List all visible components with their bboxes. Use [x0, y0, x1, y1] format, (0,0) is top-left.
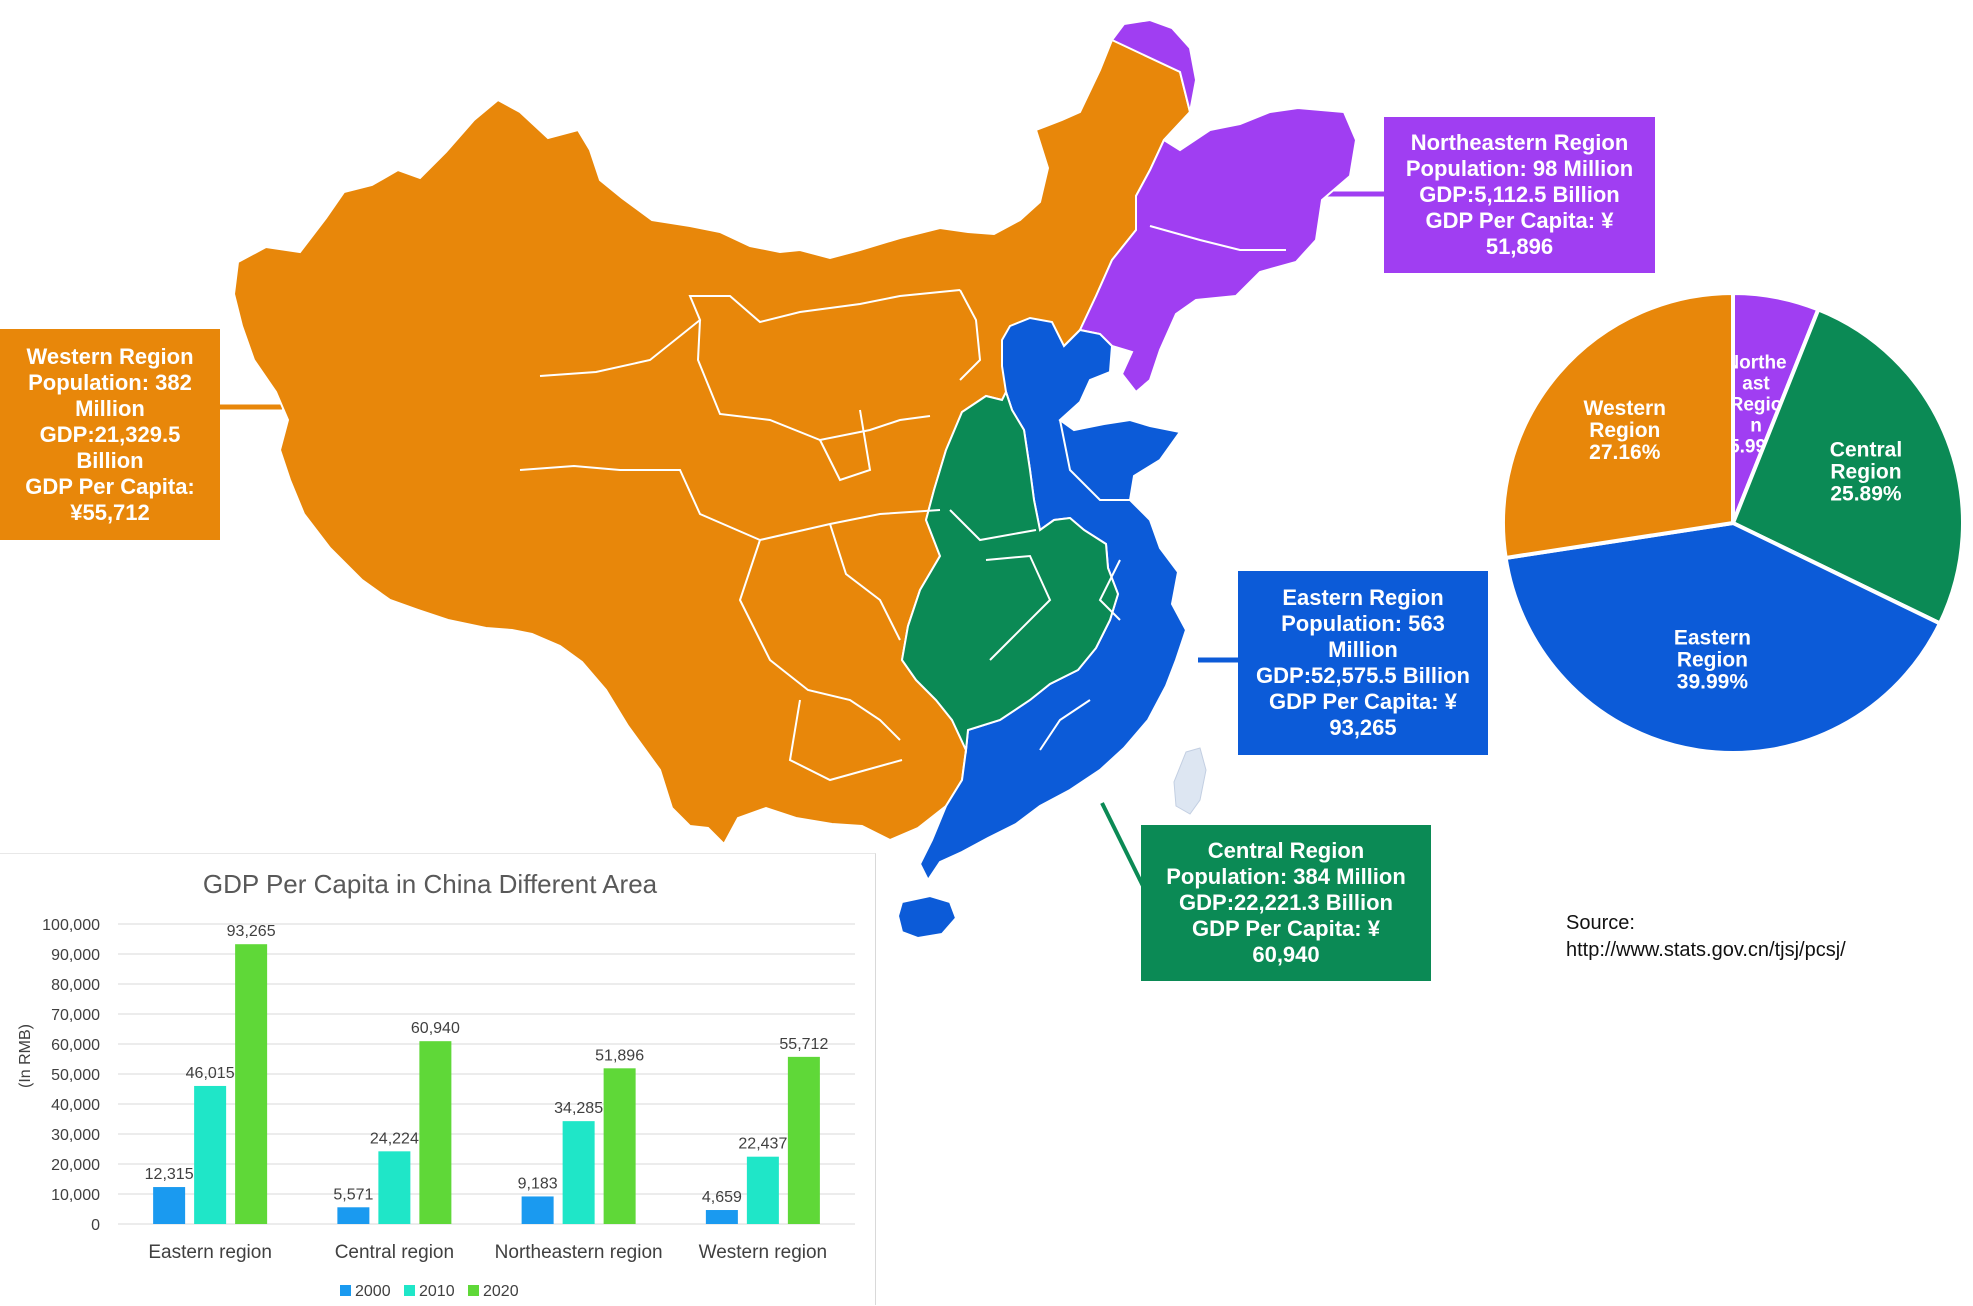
- bar-data-label: 24,224: [370, 1130, 419, 1147]
- y-tick-label: 10,000: [51, 1187, 100, 1204]
- bar-2010-northeastern-region: [562, 1121, 595, 1224]
- central-region-shape: [900, 389, 1120, 754]
- x-category-label: Northeastern region: [495, 1242, 663, 1263]
- gdp-per-capita-bar-chart-panel: GDP Per Capita in China Different Area (…: [0, 853, 876, 1305]
- pie-slice-central-region: [1730, 306, 1965, 627]
- y-tick-label: 0: [91, 1217, 100, 1234]
- western-title: Western Region: [26, 343, 194, 369]
- y-tick-label: 30,000: [51, 1127, 100, 1144]
- legend-label-2010: 2010: [419, 1283, 455, 1300]
- bar-data-label: 93,265: [227, 923, 276, 940]
- bar-data-label: 51,896: [595, 1047, 644, 1064]
- bar-2000-central-region: [337, 1207, 370, 1224]
- western-gdp-unit: Billion: [76, 447, 144, 473]
- source-url: http://www.stats.gov.cn/tjsj/pcsj/: [1566, 939, 1846, 961]
- western-gdp: GDP:21,329.5: [39, 421, 181, 447]
- eastern-title: Eastern Region: [1282, 585, 1444, 610]
- bar-2020-northeastern-region: [603, 1068, 636, 1224]
- x-category-label: Western region: [699, 1242, 828, 1263]
- central-gdp: GDP:22,221.3 Billion: [1179, 890, 1393, 915]
- bar-data-label: 4,659: [702, 1189, 742, 1206]
- central-connector-line: [1100, 802, 1147, 891]
- bar-2000-northeastern-region: [521, 1196, 554, 1224]
- western-population-unit: Million: [75, 395, 145, 421]
- northeast-title: Northeastern Region: [1410, 130, 1629, 155]
- northeast-region-info-box: Northeastern Region Population: 98 Milli…: [1384, 117, 1655, 273]
- legend-label-2020: 2020: [483, 1283, 519, 1300]
- bar-data-label: 12,315: [145, 1166, 194, 1183]
- bar-data-label: 60,940: [411, 1020, 460, 1037]
- pie-label-western-region: Western Region 27.16%: [1584, 397, 1666, 464]
- central-region-info-box: Central Region Population: 384 Million G…: [1141, 825, 1431, 981]
- x-category-label: Central region: [335, 1242, 454, 1263]
- eastern-gdp-per-capita-label: GDP Per Capita: ¥: [1269, 689, 1457, 714]
- y-tick-label: 50,000: [51, 1067, 100, 1084]
- central-gdp-per-capita-label: GDP Per Capita: ¥: [1192, 916, 1380, 941]
- northeast-region-shape: [1078, 18, 1358, 394]
- y-tick-label: 20,000: [51, 1157, 100, 1174]
- bar-2020-western-region: [787, 1056, 820, 1224]
- bar-2010-western-region: [746, 1156, 779, 1224]
- western-population: Population: 382: [28, 369, 192, 395]
- pie-label-eastern-region: Eastern Region 39.99%: [1674, 626, 1751, 693]
- western-gdp-per-capita-label: GDP Per Capita:: [25, 473, 195, 499]
- bar-2000-western-region: [705, 1210, 738, 1224]
- northeast-population: Population: 98 Million: [1405, 156, 1634, 181]
- y-tick-label: 60,000: [51, 1037, 100, 1054]
- source-label: Source:: [1566, 912, 1635, 934]
- source-note: Source: http://www.stats.gov.cn/tjsj/pcs…: [1566, 910, 1846, 964]
- y-tick-label: 100,000: [42, 917, 100, 934]
- bar-data-label: 22,437: [738, 1136, 787, 1153]
- province-borders: [519, 225, 1311, 782]
- northeast-gdp-per-capita-value: 51,896: [1485, 234, 1554, 259]
- y-axis-label: (In RMB): [17, 1024, 34, 1088]
- bar-2020-central-region: [419, 1041, 452, 1224]
- bar-data-label: 34,285: [554, 1100, 603, 1117]
- bar-2000-eastern-region: [153, 1187, 186, 1224]
- bar-2010-eastern-region: [194, 1085, 227, 1224]
- legend-swatch-2000: [340, 1285, 351, 1296]
- pie-slice-western-region: [1501, 290, 1735, 561]
- western-gdp-per-capita-value: ¥55,712: [70, 499, 150, 525]
- central-title: Central Region: [1207, 838, 1365, 863]
- northeast-gdp: GDP:5,112.5 Billion: [1419, 182, 1620, 207]
- eastern-gdp-per-capita-value: 93,265: [1329, 715, 1397, 740]
- taiwan-shape: [1173, 747, 1207, 815]
- pie-slice-eastern-region: [1503, 520, 1943, 755]
- eastern-population: Population: 563: [1281, 611, 1445, 636]
- y-tick-label: 80,000: [51, 977, 100, 994]
- pie-label-central-region: Central Region 25.89%: [1830, 439, 1902, 506]
- legend-swatch-2010: [404, 1285, 415, 1296]
- bar-data-label: 9,183: [518, 1175, 558, 1192]
- northeast-gdp-per-capita-label: GDP Per Capita: ¥: [1425, 208, 1614, 233]
- x-category-label: Eastern region: [148, 1242, 272, 1263]
- eastern-region-info-box: Eastern Region Population: 563 Million G…: [1238, 571, 1488, 755]
- hainan-island-shape: [896, 894, 958, 940]
- eastern-population-unit: Million: [1328, 637, 1398, 662]
- population-share-pie-chart: Northe ast Regio n 5.99% Central Region 25.89%E…: [1501, 290, 1965, 755]
- bar-data-label: 5,571: [333, 1186, 373, 1203]
- western-region-info-box: Western Region Population: 382 Million G…: [0, 329, 220, 540]
- central-population: Population: 384 Million: [1166, 864, 1406, 889]
- eastern-gdp: GDP:52,575.5 Billion: [1256, 663, 1470, 688]
- bar-data-label: 46,015: [186, 1065, 235, 1082]
- y-tick-label: 40,000: [51, 1097, 100, 1114]
- central-gdp-per-capita-value: 60,940: [1252, 942, 1320, 967]
- legend-label-2000: 2000: [355, 1283, 391, 1300]
- bar-chart-title: GDP Per Capita in China Different Area: [203, 869, 658, 899]
- y-tick-label: 90,000: [51, 947, 100, 964]
- bar-data-label: 55,712: [779, 1036, 828, 1053]
- bar-2020-eastern-region: [235, 944, 268, 1224]
- bar-2010-central-region: [378, 1151, 411, 1224]
- y-tick-label: 70,000: [51, 1007, 100, 1024]
- legend-swatch-2020: [468, 1285, 479, 1296]
- gdp-per-capita-bar-chart: GDP Per Capita in China Different Area (…: [17, 869, 855, 1300]
